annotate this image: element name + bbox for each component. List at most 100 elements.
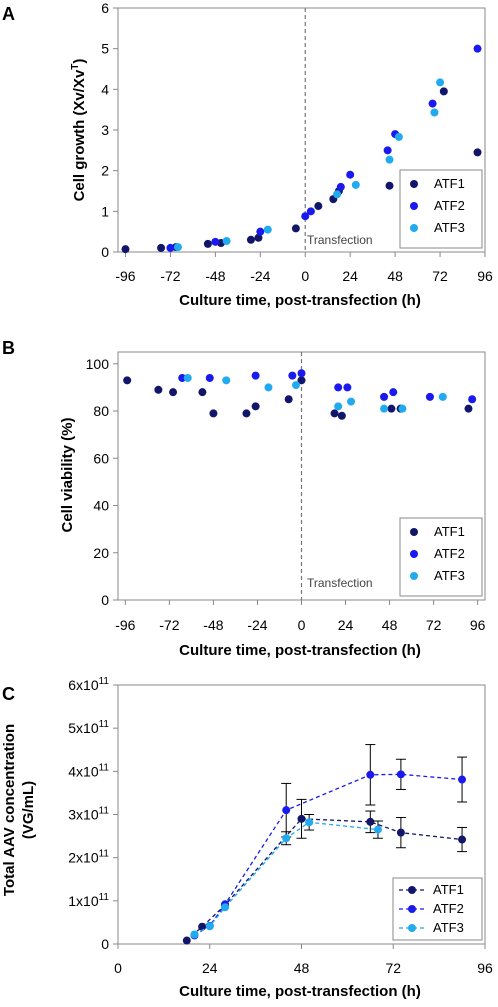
panel-b-point-atf3	[438, 392, 447, 401]
panel-c-xtick-label: 0	[114, 960, 122, 976]
panel-b-legend-label-atf1: ATF1	[434, 524, 465, 539]
panel-b-xtick-label: 48	[382, 617, 398, 633]
panel-a-xtick-label: 0	[301, 268, 309, 284]
panel-a-ytick-label: 4	[101, 81, 109, 97]
panel-a-point-atf1	[121, 245, 130, 254]
panel-b-point-atf1	[154, 385, 163, 394]
panel-b-ylabel: Cell viability (%)	[59, 417, 76, 532]
panel-c-ytick-label: 5x1011	[68, 719, 109, 736]
panel-b-legend-marker-atf2	[410, 550, 418, 558]
panel-b-xlabel: Culture time, post-transfection (h)	[179, 642, 421, 659]
panel-b-point-atf2	[389, 388, 398, 397]
panel-a-ytick-label: 6	[101, 0, 109, 16]
panel-c-point-atf1	[198, 922, 207, 931]
panel-c-xlabel: Culture time, post-transfection (h)	[179, 983, 421, 1000]
panel-c-ytick-label: 3x1011	[68, 806, 109, 823]
panel-a-xtick-label: 72	[432, 268, 448, 284]
panel-b-legend-marker-atf3	[410, 572, 418, 580]
panel-a-point-atf3	[394, 132, 403, 141]
panel-c-legend-label-atf3: ATF3	[433, 920, 464, 935]
panel-b-point-atf1	[330, 409, 339, 418]
panel-a-annotation: Transfection	[307, 233, 373, 247]
panel-a-point-atf2	[301, 212, 310, 221]
panel-b-legend-marker-atf1	[410, 528, 418, 536]
panel-c-point-atf1	[182, 936, 191, 945]
panel-a-point-atf1	[439, 87, 448, 96]
panel-b-point-atf3	[347, 397, 356, 406]
panel-b-ytick-label: 40	[93, 498, 109, 514]
panel-b-legend-label-atf2: ATF2	[434, 546, 465, 561]
panel-letter-c: C	[2, 684, 15, 704]
panel-a-legend-marker-atf2	[410, 202, 418, 210]
panel-a-ytick-label: 1	[101, 203, 109, 219]
panel-a-legend-marker-atf3	[410, 224, 418, 232]
panel-c-point-atf3	[221, 903, 230, 912]
panel-c-ytick-label: 6x1011	[68, 676, 109, 693]
panel-a-ytick-label: 5	[101, 41, 109, 57]
panel-b-xtick-label: -96	[115, 617, 135, 633]
panel-c-point-atf3	[205, 922, 214, 931]
panel-b-point-atf2	[343, 383, 352, 392]
panel-a-point-atf1	[291, 224, 300, 233]
panel-a-legend-label-atf2: ATF2	[434, 198, 465, 213]
chart-marks: 0 1 2 3 4 5 6 -96 -72 -48 -24 0 24 48 72 96 ATF1 ATF2 ATF3…	[68, 0, 493, 976]
panel-c-ytick-label: 4x1011	[68, 762, 109, 779]
panel-b-point-atf1	[251, 402, 260, 411]
panel-c-point-atf3	[190, 930, 199, 939]
panel-c-point-atf3	[305, 818, 314, 827]
panel-a-point-atf1	[246, 235, 255, 244]
panel-b-xtick-label: 0	[298, 617, 306, 633]
panel-b-point-atf3	[291, 381, 300, 390]
panel-a-ytick-label: 2	[101, 163, 109, 179]
panel-b-annotation: Transfection	[307, 576, 373, 590]
panel-c-xtick-label: 48	[294, 960, 310, 976]
panel-c-ytick-label: 0	[101, 936, 109, 952]
panel-a-xtick-label: 24	[342, 268, 358, 284]
panel-a-point-atf2	[166, 243, 175, 252]
panel-b-ytick-label: 60	[93, 450, 109, 466]
panel-c-point-atf2	[396, 770, 405, 779]
panel-a-point-atf2	[428, 99, 437, 108]
panel-b-point-atf2	[205, 373, 214, 382]
panel-a-xtick-label: -24	[250, 268, 270, 284]
panel-c-point-atf2	[458, 775, 467, 784]
panel-a-xlabel: Culture time, post-transfection (h)	[179, 292, 421, 309]
panel-letter-a: A	[2, 4, 15, 24]
panel-b-point-atf2	[468, 395, 477, 404]
panel-a-point-atf3	[385, 155, 394, 164]
panel-a-point-atf2	[306, 207, 315, 216]
panel-b-point-atf3	[183, 373, 192, 382]
panel-b-xtick-label: 24	[338, 617, 354, 633]
panel-a-point-atf1	[385, 181, 394, 190]
panel-a-point-atf3	[430, 108, 439, 117]
panel-b-xtick-label: -24	[247, 617, 267, 633]
panel-c-point-atf2	[282, 806, 291, 815]
panel-a-point-atf1	[203, 239, 212, 248]
panel-b-xtick-label: 96	[470, 617, 486, 633]
panel-b-ytick-label: 20	[93, 545, 109, 561]
panel-b-ytick-label: 100	[86, 356, 110, 372]
panel-a-point-atf3	[436, 78, 445, 87]
panel-b-point-atf1	[284, 395, 293, 404]
panel-b-point-atf3	[222, 376, 231, 385]
panel-b-point-atf2	[178, 373, 187, 382]
panel-a-point-atf2	[383, 146, 392, 155]
panel-b-point-atf1	[297, 376, 306, 385]
panel-c-ytick-label: 2x1011	[68, 849, 109, 866]
panel-a-point-atf3	[173, 243, 182, 252]
panel-a-point-atf2	[346, 170, 355, 179]
panel-a-point-atf2	[473, 44, 482, 53]
panel-c-point-atf2	[366, 770, 375, 779]
panel-a-point-atf1	[254, 233, 263, 242]
panel-b-point-atf3	[380, 404, 389, 413]
panel-b-xtick-label: -72	[159, 617, 179, 633]
panel-a-ylabel: Cell growth (Xv/XvT)	[70, 59, 88, 202]
panel-b-point-atf1	[198, 388, 207, 397]
panel-c-point-atf3	[373, 825, 382, 834]
panel-c-legend-label-atf2: ATF2	[433, 901, 464, 916]
panel-c-xtick-label: 96	[477, 960, 493, 976]
panel-b-point-atf2	[334, 383, 343, 392]
panel-c-legend-marker-atf2	[408, 905, 416, 913]
panel-b-point-atf2	[288, 371, 297, 380]
